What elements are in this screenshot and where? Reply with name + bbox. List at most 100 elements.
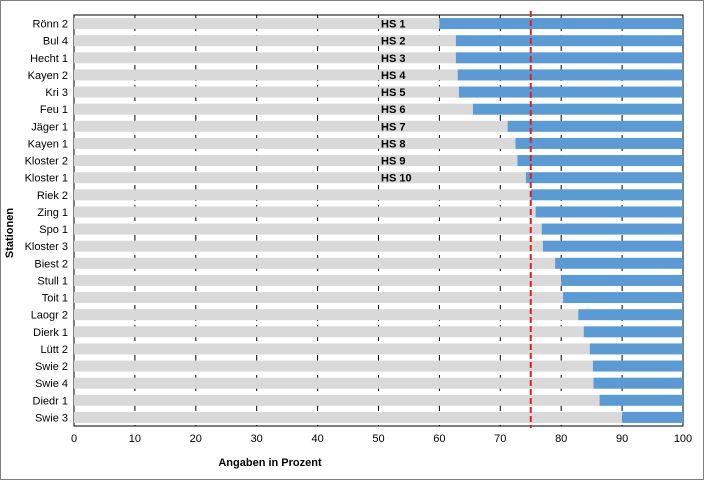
bar-segment-grey: [74, 103, 473, 115]
category-label: Zing 1: [37, 207, 68, 219]
bar-segment-blue: [455, 52, 683, 64]
bar-segment-blue: [578, 309, 683, 321]
category-label: Biest 2: [34, 258, 68, 270]
annotation-label: HS 8: [381, 138, 405, 150]
bar-segment-grey: [74, 257, 556, 269]
bar-segment-grey: [74, 274, 562, 286]
category-label: Feu 1: [40, 104, 68, 116]
bar-segment-grey: [74, 35, 456, 47]
x-tick-label: 40: [311, 433, 323, 445]
bar-segment-grey: [74, 411, 623, 423]
annotation-label: HS 2: [381, 36, 405, 48]
bar-segment-grey: [74, 223, 542, 235]
labels-layer: 0 10 20 30 40 50 60 70 80 90 100 Rönn 2 Bul 4 Hecht 1…: [25, 19, 693, 445]
bar-segment-blue: [593, 377, 683, 389]
category-label: Swie 4: [35, 378, 68, 390]
annotation-label: HS 5: [381, 87, 405, 99]
annotation-label: HS 6: [381, 104, 405, 116]
annotation-label: HS 3: [381, 53, 405, 65]
category-label: Lütt 2: [40, 344, 68, 356]
bars-layer: [74, 18, 683, 423]
x-tick-label: 10: [129, 433, 141, 445]
bar-segment-blue: [535, 206, 683, 218]
category-label: Toit 1: [42, 293, 68, 305]
category-label: Kloster 2: [25, 156, 68, 168]
x-tick-label: 20: [190, 433, 202, 445]
annotation-label: HS 1: [381, 19, 405, 31]
bar-segment-blue: [599, 394, 683, 406]
category-label: Laogr 2: [31, 310, 68, 322]
category-label: Spo 1: [39, 224, 68, 236]
bar-segment-blue: [589, 343, 683, 355]
category-label: Jäger 1: [31, 121, 68, 133]
bar-segment-grey: [74, 394, 600, 406]
category-label: Kayen 2: [28, 70, 68, 82]
category-label: Riek 2: [37, 190, 68, 202]
category-label: Diedr 1: [33, 395, 68, 407]
bar-segment-grey: [74, 172, 526, 184]
bar-segment-grey: [74, 309, 579, 321]
bar-segment-blue: [517, 155, 683, 167]
category-label: Kayen 1: [28, 138, 68, 150]
bar-segment-grey: [74, 377, 594, 389]
bar-segment-grey: [74, 52, 456, 64]
category-label: Kloster 1: [25, 173, 68, 185]
x-tick-label: 0: [71, 433, 77, 445]
x-tick-label: 50: [372, 433, 384, 445]
bar-segment-blue: [455, 35, 683, 47]
annotation-label: HS 10: [381, 173, 412, 185]
bar-segment-blue: [525, 172, 683, 184]
y-axis-title: Stationen: [4, 208, 16, 258]
bar-segment-grey: [74, 137, 516, 149]
bar-segment-blue: [583, 326, 683, 338]
bar-segment-blue: [507, 120, 683, 132]
category-label: Hecht 1: [30, 53, 68, 65]
category-label: Bul 4: [43, 36, 68, 48]
x-tick-label: 100: [674, 433, 692, 445]
bar-segment-blue: [515, 137, 683, 149]
bar-segment-blue: [542, 240, 683, 252]
bar-segment-blue: [472, 103, 683, 115]
bar-segment-grey: [74, 69, 458, 81]
bar-segment-grey: [74, 292, 564, 304]
bar-segment-grey: [74, 86, 459, 98]
annotation-label: HS 7: [381, 121, 405, 133]
category-label: Kloster 3: [25, 241, 68, 253]
bar-segment-grey: [74, 18, 440, 30]
bar-segment-blue: [458, 86, 683, 98]
bar-segment-grey: [74, 240, 543, 252]
category-label: Rönn 2: [33, 19, 68, 31]
bar-segment-blue: [530, 189, 683, 201]
x-tick-label: 80: [555, 433, 567, 445]
bar-segment-grey: [74, 326, 584, 338]
bar-segment-blue: [541, 223, 683, 235]
bar-segment-grey: [74, 189, 531, 201]
x-tick-label: 30: [251, 433, 263, 445]
bar-segment-blue: [563, 292, 683, 304]
bar-segment-blue: [561, 274, 683, 286]
annotation-label: HS 4: [381, 70, 406, 82]
category-label: Swie 3: [35, 412, 68, 424]
x-axis-title: Angaben in Prozent: [218, 457, 322, 469]
bar-segment-blue: [457, 69, 683, 81]
category-label: Kri 3: [45, 87, 68, 99]
bar-segment-blue: [439, 18, 683, 30]
category-label: Dierk 1: [33, 327, 68, 339]
bar-segment-grey: [74, 360, 593, 372]
grid-layer: [73, 14, 684, 427]
x-tick-label: 60: [433, 433, 445, 445]
bar-segment-grey: [74, 343, 590, 355]
bar-segment-grey: [74, 155, 518, 167]
bar-segment-grey: [74, 206, 536, 218]
category-label: Swie 2: [35, 361, 68, 373]
bar-segment-grey: [74, 120, 508, 132]
annotation-label: HS 9: [381, 156, 405, 168]
bar-segment-blue: [555, 257, 683, 269]
bar-segment-blue: [592, 360, 683, 372]
x-tick-label: 90: [616, 433, 628, 445]
bar-segment-blue: [622, 411, 683, 423]
x-tick-label: 70: [494, 433, 506, 445]
category-label: Stull 1: [37, 275, 68, 287]
